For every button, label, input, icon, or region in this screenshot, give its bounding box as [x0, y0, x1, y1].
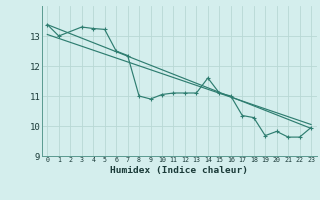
X-axis label: Humidex (Indice chaleur): Humidex (Indice chaleur): [110, 166, 248, 175]
